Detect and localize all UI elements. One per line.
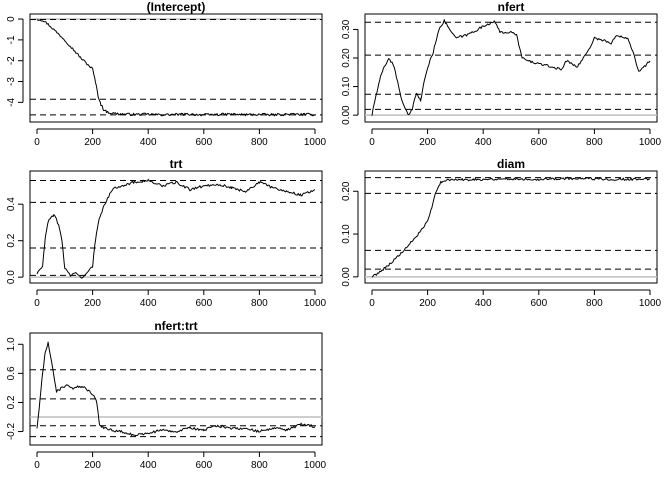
x-tick-label: 600 — [195, 460, 212, 471]
x-tick-label: 800 — [251, 298, 268, 309]
x-tick-label: 400 — [140, 137, 157, 148]
panel-title: (Intercept) — [147, 0, 206, 14]
panel-diam: diam 0 200 400 600 800 1000 0.00 0.10 0.20 — [341, 157, 662, 309]
x-tick-label: 1000 — [304, 137, 327, 148]
x-tick-label: 200 — [84, 298, 101, 309]
panel-title: trt — [170, 157, 183, 171]
trace-line — [36, 341, 316, 436]
x-tick-label: 200 — [84, 137, 101, 148]
panel-intercept: (Intercept) 0 200 400 600 800 1000 0 -1 -2 -3 -4 — [6, 0, 327, 148]
y-tick-label: -0.2 — [6, 422, 17, 440]
y-tick-label: 0.10 — [341, 224, 352, 244]
y-tick-label: -1 — [6, 35, 17, 44]
y-tick-label: 0.30 — [341, 19, 352, 39]
y-tick-label: -2 — [6, 56, 17, 65]
panel-title: nfert — [498, 0, 525, 14]
x-tick-label: 400 — [140, 460, 157, 471]
x-tick-label: 400 — [475, 298, 492, 309]
x-tick-label: 800 — [251, 460, 268, 471]
y-tick-label: 0.00 — [341, 105, 352, 125]
y-tick-label: 0.10 — [341, 76, 352, 96]
x-tick-label: 1000 — [639, 137, 662, 148]
x-tick-label: 200 — [419, 137, 436, 148]
x-tick-label: 600 — [195, 137, 212, 148]
trace-line — [36, 178, 316, 279]
y-tick-label: 0.00 — [341, 267, 352, 287]
x-tick-label: 1000 — [639, 298, 662, 309]
x-tick-label: 600 — [530, 137, 547, 148]
y-tick-label: 0 — [6, 16, 17, 22]
y-tick-label: -4 — [6, 97, 17, 106]
plot-frame — [364, 13, 658, 123]
x-tick-label: 0 — [369, 298, 375, 309]
x-tick-label: 200 — [84, 460, 101, 471]
plot-frame — [29, 13, 323, 123]
panel-nfert-trt: nfert:trt 0 200 400 600 800 1000 -0.2 0.2 0.6 1.0 — [6, 319, 327, 471]
x-tick-label: 0 — [34, 137, 40, 148]
x-tick-label: 600 — [195, 298, 212, 309]
x-tick-label: 400 — [140, 298, 157, 309]
x-tick-label: 600 — [530, 298, 547, 309]
x-tick-label: 0 — [34, 298, 40, 309]
trace-line — [371, 176, 651, 278]
trace-line — [36, 19, 316, 117]
y-tick-label: 0.2 — [6, 395, 17, 409]
x-tick-label: 1000 — [304, 460, 327, 471]
x-tick-label: 0 — [34, 460, 40, 471]
x-tick-label: 400 — [475, 137, 492, 148]
panel-nfert: nfert 0 200 400 600 800 1000 0.00 0.10 0.20 0.30 — [341, 0, 662, 148]
plot-frame — [29, 170, 323, 284]
x-tick-label: 800 — [586, 137, 603, 148]
x-tick-label: 200 — [419, 298, 436, 309]
x-tick-label: 800 — [251, 137, 268, 148]
y-tick-label: 1.0 — [6, 337, 17, 351]
panel-trt: trt 0 200 400 600 800 1000 0.0 0.2 0.4 — [6, 157, 327, 309]
y-tick-label: 0.20 — [341, 181, 352, 201]
y-tick-label: 0.2 — [6, 233, 17, 247]
x-tick-label: 0 — [369, 137, 375, 148]
plot-frame — [29, 332, 323, 446]
y-tick-label: -3 — [6, 77, 17, 86]
y-tick-label: 0.6 — [6, 366, 17, 380]
y-tick-label: 0.20 — [341, 48, 352, 68]
y-tick-label: 0.0 — [6, 270, 17, 284]
y-tick-label: 0.4 — [6, 197, 17, 211]
trace-line — [371, 19, 651, 116]
panel-title: diam — [497, 157, 525, 171]
x-tick-label: 1000 — [304, 298, 327, 309]
plot-frame — [364, 170, 658, 284]
panel-title: nfert:trt — [154, 319, 197, 333]
x-tick-label: 800 — [586, 298, 603, 309]
